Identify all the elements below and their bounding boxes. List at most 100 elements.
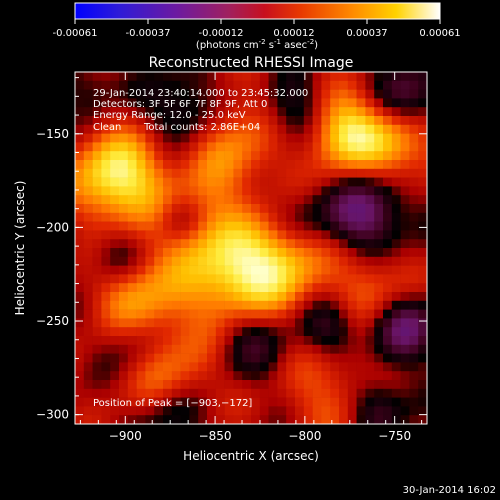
heatmap-cell — [312, 195, 322, 205]
heatmap-cell — [180, 186, 190, 196]
heatmap-cell — [347, 336, 357, 346]
heatmap-cell — [110, 177, 120, 187]
heatmap-cell — [233, 107, 243, 117]
heatmap-cell — [391, 415, 401, 424]
heatmap-cell — [356, 124, 366, 134]
heatmap-cell — [180, 107, 190, 117]
heatmap-cell — [268, 406, 278, 416]
heatmap-cell — [383, 300, 393, 310]
heatmap-cell — [75, 327, 85, 337]
heatmap-cell — [101, 283, 111, 293]
heatmap-cell — [356, 239, 366, 249]
heatmap-cell — [224, 292, 234, 302]
heatmap-cell — [171, 283, 181, 293]
heatmap-cell — [286, 248, 296, 258]
heatmap-cell — [233, 230, 243, 240]
heatmap-cell — [321, 168, 331, 178]
heatmap-cell — [286, 292, 296, 302]
heatmap-cell — [198, 371, 208, 381]
heatmap-cell — [286, 204, 296, 214]
heatmap-cell — [215, 72, 225, 82]
heatmap-cell — [259, 415, 269, 424]
heatmap-cell — [330, 265, 340, 275]
heatmap-cell — [303, 274, 313, 284]
heatmap-cell — [101, 107, 111, 117]
heatmap-cell — [242, 336, 252, 346]
heatmap-cell — [295, 80, 305, 90]
heatmap-cell — [268, 344, 278, 354]
heatmap-cell — [356, 221, 366, 231]
heatmap-cell — [92, 230, 102, 240]
heatmap-cell — [268, 186, 278, 196]
heatmap-cell — [180, 221, 190, 231]
heatmap-cell — [136, 344, 146, 354]
heatmap-cell — [251, 318, 261, 328]
heatmap-cell — [180, 353, 190, 363]
heatmap-cell — [347, 248, 357, 258]
heatmap-cell — [365, 336, 375, 346]
heatmap-cell — [383, 239, 393, 249]
heatmap-cell — [83, 107, 93, 117]
heatmap-cell — [75, 415, 85, 424]
heatmap-cell — [163, 283, 173, 293]
heatmap-cell — [198, 248, 208, 258]
heatmap-cell — [295, 212, 305, 222]
heatmap-cell — [330, 415, 340, 424]
heatmap-cell — [347, 292, 357, 302]
heatmap-cell — [136, 309, 146, 319]
heatmap-cell — [75, 397, 85, 407]
heatmap-cell — [374, 98, 384, 108]
heatmap-cell — [189, 221, 199, 231]
heatmap-cell — [189, 160, 199, 170]
heatmap-cell — [110, 274, 120, 284]
heatmap-cell — [163, 230, 173, 240]
heatmap-cell — [163, 221, 173, 231]
heatmap-cell — [92, 248, 102, 258]
heatmap-cell — [83, 124, 93, 134]
heatmap-cell — [180, 204, 190, 214]
heatmap-cell — [418, 195, 427, 205]
heatmap-cell — [207, 160, 217, 170]
heatmap-cell — [321, 362, 331, 372]
heatmap-cell — [400, 239, 410, 249]
heatmap-cell — [330, 318, 340, 328]
heatmap-cell — [268, 388, 278, 398]
heatmap-cell — [154, 204, 164, 214]
heatmap-cell — [259, 142, 269, 152]
heatmap-cell — [383, 292, 393, 302]
heatmap-cell — [330, 283, 340, 293]
heatmap-cell — [163, 248, 173, 258]
heatmap-cell — [110, 406, 120, 416]
heatmap-cell — [198, 212, 208, 222]
heatmap-cell — [259, 186, 269, 196]
heatmap-cell — [127, 380, 137, 390]
heatmap-cell — [347, 151, 357, 161]
heatmap-cell — [409, 80, 419, 90]
heatmap-cell — [163, 274, 173, 284]
heatmap-cell — [180, 133, 190, 143]
heatmap-cell — [268, 221, 278, 231]
heatmap-cell — [101, 89, 111, 99]
heatmap-cell — [374, 195, 384, 205]
heatmap-cell — [215, 133, 225, 143]
heatmap-cell — [154, 274, 164, 284]
heatmap-cell — [75, 256, 85, 266]
heatmap-cell — [286, 300, 296, 310]
heatmap-cell — [268, 248, 278, 258]
heatmap-cell — [154, 177, 164, 187]
heatmap-cell — [356, 204, 366, 214]
heatmap-cell — [321, 72, 331, 82]
heatmap-cell — [391, 80, 401, 90]
heatmap-cell — [224, 204, 234, 214]
heatmap-cell — [418, 160, 427, 170]
heatmap-cell — [92, 318, 102, 328]
heatmap-cell — [145, 239, 155, 249]
heatmap-cell — [312, 98, 322, 108]
heatmap-cell — [163, 265, 173, 275]
heatmap-cell — [207, 204, 217, 214]
heatmap-cell — [224, 380, 234, 390]
heatmap-cell — [312, 221, 322, 231]
heatmap-cell — [347, 107, 357, 117]
heatmap-cell — [365, 89, 375, 99]
heatmap-cell — [110, 133, 120, 143]
